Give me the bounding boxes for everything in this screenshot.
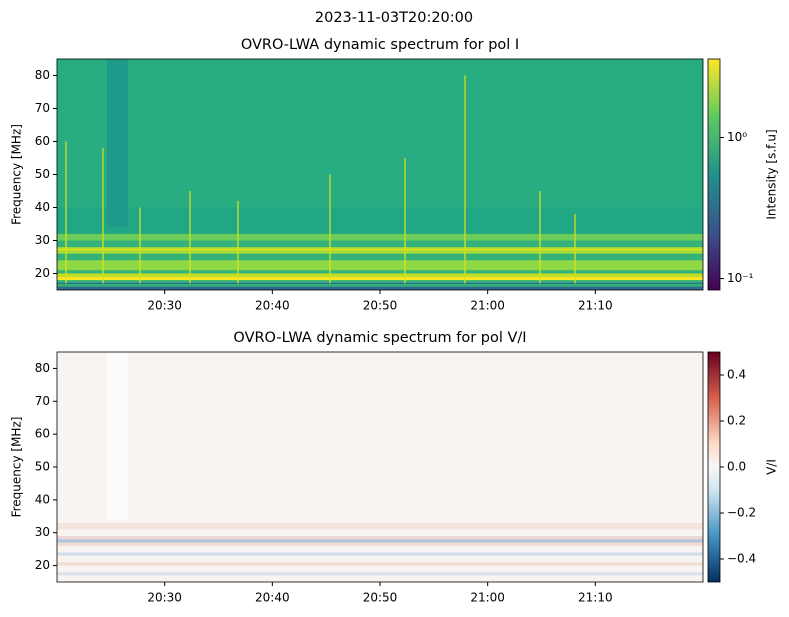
y-tick-label: 80 [35, 68, 50, 82]
y-tick-label: 60 [35, 427, 50, 441]
y-tick-label: 20 [35, 266, 50, 280]
spectrum-band [57, 522, 703, 530]
y-tick-label: 50 [35, 460, 50, 474]
x-tick-label: 21:10 [578, 591, 613, 605]
spectrum-band [57, 552, 703, 556]
x-tick-label: 21:00 [470, 591, 505, 605]
spectrum-band [57, 282, 703, 285]
y-tick-label: 40 [35, 200, 50, 214]
colorbar-tick-label: 10⁻¹ [727, 271, 754, 285]
spectrum-band [57, 572, 703, 576]
colorbar-label: Intensity [s.f.u] [765, 129, 779, 219]
y-tick-label: 40 [35, 492, 50, 506]
colorbar-tick-label: 0.4 [727, 368, 746, 382]
y-tick-label: 70 [35, 101, 50, 115]
x-tick-label: 20:50 [363, 299, 398, 313]
x-tick-label: 21:00 [470, 299, 505, 313]
spectrum-gap [107, 59, 128, 228]
figure-title: 2023-11-03T20:20:00 [315, 10, 473, 26]
y-tick-label: 80 [35, 361, 50, 375]
colorbar-tick-label: −0.2 [727, 506, 756, 520]
y-tick-label: 30 [35, 233, 50, 247]
spectrum-band [57, 260, 703, 271]
y-tick-label: 70 [35, 394, 50, 408]
x-tick-label: 20:30 [147, 591, 182, 605]
spectrum-band [57, 248, 703, 251]
y-tick-label: 60 [35, 134, 50, 148]
spectrum-band [57, 273, 703, 277]
spectrum-background [57, 352, 703, 582]
spectrum-band [57, 247, 703, 254]
spectrum-band [57, 542, 703, 546]
y-tick-label: 50 [35, 167, 50, 181]
y-tick-label: 20 [35, 558, 50, 572]
colorbar [707, 58, 721, 291]
colorbar-label: V/I [765, 459, 779, 475]
y-axis-label: Frequency [MHz] [10, 124, 24, 225]
spectrum-band [57, 276, 703, 281]
x-tick-label: 20:40 [255, 299, 290, 313]
spectrum-upper [57, 59, 703, 208]
x-tick-label: 20:50 [363, 591, 398, 605]
panel-title: OVRO-LWA dynamic spectrum for pol I [241, 37, 519, 53]
y-tick-label: 30 [35, 525, 50, 539]
colorbar-tick-label: 10⁰ [727, 130, 747, 144]
x-tick-label: 20:30 [147, 299, 182, 313]
y-axis-label: Frequency [MHz] [10, 417, 24, 518]
spectrum-band [57, 233, 703, 241]
panel-title: OVRO-LWA dynamic spectrum for pol V/I [233, 330, 526, 346]
x-tick-label: 20:40 [255, 591, 290, 605]
spectrum-band [57, 286, 703, 290]
x-tick-label: 21:10 [578, 299, 613, 313]
spectrum-band [57, 539, 703, 543]
colorbar-tick-label: −0.4 [727, 552, 756, 566]
colorbar-tick-label: 0.2 [727, 414, 746, 428]
colorbar [707, 351, 721, 583]
spectrum-white [107, 352, 128, 520]
spectrum-band [57, 536, 703, 540]
spectrum-band [57, 562, 703, 566]
colorbar-tick-label: 0.0 [727, 460, 746, 474]
